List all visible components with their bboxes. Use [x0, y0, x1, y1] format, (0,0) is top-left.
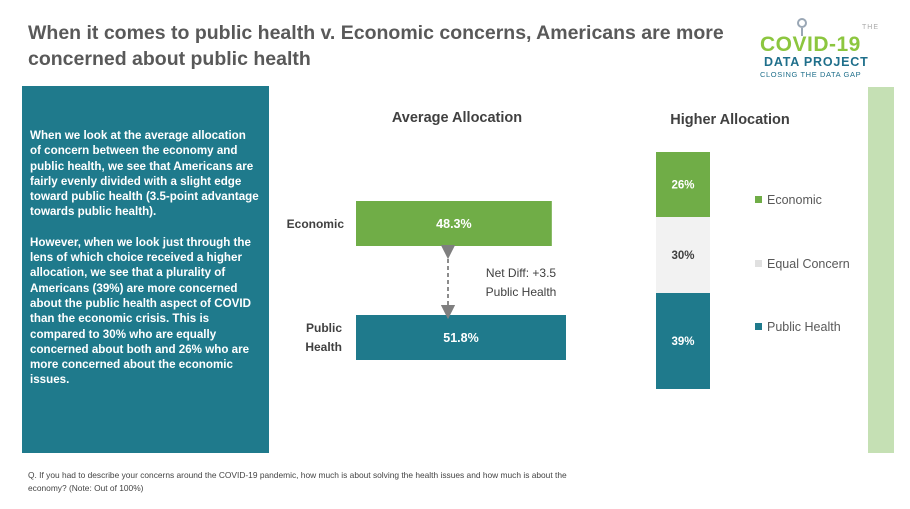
- higher-allocation-title: Higher Allocation: [670, 112, 790, 128]
- map-pin-stem: [801, 28, 803, 36]
- logo-the: THE: [862, 24, 879, 31]
- slide-title: When it comes to public health v. Econom…: [28, 22, 724, 70]
- stack-segment-label: 26%: [671, 180, 694, 192]
- summary-paragraph-1: When we look at the average allocation o…: [30, 129, 259, 219]
- logo-line-3: CLOSING THE DATA GAP: [760, 70, 862, 79]
- logo-line-1: COVID-19: [760, 33, 861, 56]
- category-label-economic: Economic: [287, 217, 345, 231]
- map-pin-icon: [797, 18, 807, 28]
- survey-question-footnote: Q. If you had to describe your concerns …: [28, 470, 567, 493]
- stack-segment-label: 39%: [671, 336, 694, 348]
- avg-bar-value-label: 48.3%: [436, 217, 471, 231]
- higher-allocation-chart: Higher Allocation 26% 30% 39% Economic Equa…: [656, 112, 850, 389]
- stack-segment-economic: [656, 152, 710, 217]
- legend-label: Equal Concern: [767, 257, 850, 271]
- stack-segment-public-health: [656, 293, 710, 389]
- average-allocation-title: Average Allocation: [392, 110, 522, 126]
- covid-data-project-logo: THE COVID-19 DATA PROJECT CLOSING THE DA…: [750, 18, 890, 82]
- stack-segment-equal-concern: [656, 217, 710, 293]
- logo-line-2: DATA PROJECT: [764, 55, 869, 69]
- summary-panel: When we look at the average allocation o…: [22, 86, 269, 453]
- avg-bar-public-health: [356, 315, 566, 360]
- legend-label: Public Health: [767, 320, 841, 334]
- legend-swatch: [755, 260, 762, 267]
- net-diff-sublabel: Public Health: [486, 285, 557, 299]
- net-diff-label: Net Diff: +3.5: [486, 266, 556, 280]
- avg-bar-value-label: 51.8%: [443, 331, 478, 345]
- category-label-health: Health: [305, 340, 342, 354]
- summary-paragraph-2: However, when we look just through the l…: [30, 235, 251, 387]
- legend-swatch: [755, 323, 762, 330]
- stack-segment-label: 30%: [671, 250, 694, 262]
- legend-swatch: [755, 196, 762, 203]
- category-label-public: Public: [306, 321, 342, 335]
- decorative-side-bar: [868, 87, 894, 453]
- legend-label: Economic: [767, 193, 822, 207]
- avg-bar-economic: [356, 201, 552, 246]
- average-allocation-chart: Average Allocation Economic Public Healt…: [287, 110, 566, 360]
